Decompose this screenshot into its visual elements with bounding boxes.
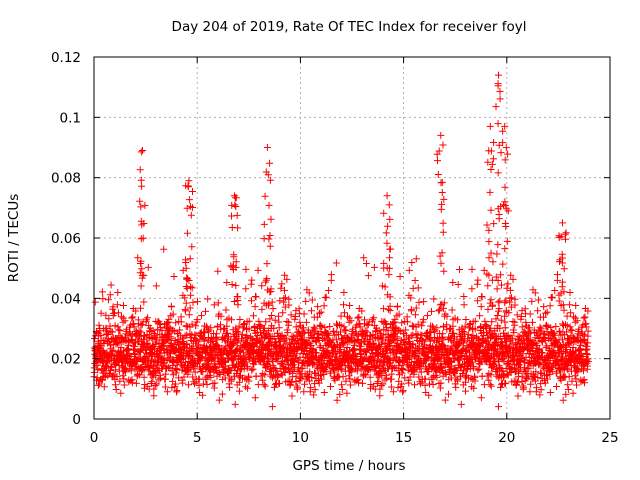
axis-ticks: 0 5 10 15 20 25 0 0.02 0.04 0.06 0.08 0.1 0.12 [51, 50, 619, 446]
y-tick-label: 0.06 [51, 231, 81, 247]
y-tick-label: 0.02 [51, 352, 81, 368]
x-tick-label: 0 [90, 430, 99, 446]
y-tick-label: 0.1 [60, 110, 81, 126]
x-axis-label: GPS time / hours [292, 458, 405, 474]
x-tick-label: 20 [498, 430, 515, 446]
y-tick-label: 0 [72, 412, 81, 428]
y-tick-label: 0.04 [51, 291, 81, 307]
y-axis-label: ROTI / TECUs [6, 194, 22, 282]
chart-title: Day 204 of 2019, Rate Of TEC Index for r… [172, 19, 527, 35]
y-tick-label: 0.08 [51, 171, 81, 187]
x-tick-label: 10 [292, 430, 309, 446]
x-tick-label: 25 [601, 430, 618, 446]
x-tick-label: 15 [395, 430, 412, 446]
x-tick-label: 5 [193, 430, 202, 446]
y-tick-label: 0.12 [51, 50, 81, 66]
